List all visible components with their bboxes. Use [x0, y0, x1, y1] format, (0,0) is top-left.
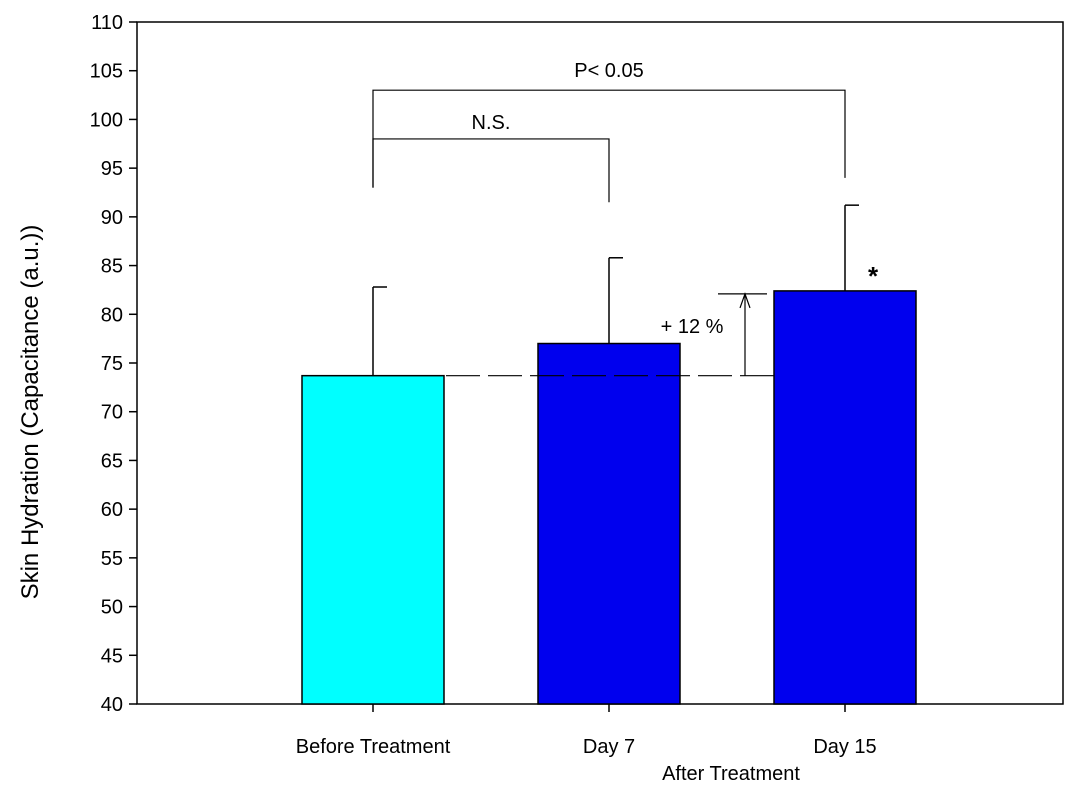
y-ticks: 40 45 50 55 60 65 70 75 80 85 90 95 100 105 110 — [90, 12, 137, 716]
y-tick-label: 45 — [101, 645, 123, 667]
y-tick-label: 90 — [101, 207, 123, 229]
annotations: N.S. P< 0.05 + 12 % * — [372, 60, 879, 377]
y-tick-label: 85 — [101, 256, 123, 278]
y-tick-label: 55 — [101, 548, 123, 570]
category-label: Day 7 — [583, 736, 635, 758]
category-label: Day 15 — [813, 736, 876, 758]
y-tick-label: 95 — [101, 158, 123, 180]
after-treatment-label: After Treatment — [662, 763, 800, 785]
category-label: Before Treatment — [296, 736, 451, 758]
ns-bracket — [372, 138, 610, 203]
y-tick-label: 70 — [101, 402, 123, 424]
percent-increase-label: + 12 % — [661, 316, 724, 338]
y-tick-label: 75 — [101, 353, 123, 375]
y-tick-label: 50 — [101, 597, 123, 619]
ns-label: N.S. — [472, 112, 511, 134]
y-tick-label: 60 — [101, 499, 123, 521]
bar — [773, 290, 917, 705]
bars: Before Treatment Day 7 Day 15 — [296, 204, 917, 758]
p-value-label: P< 0.05 — [574, 60, 644, 82]
y-tick-label: 40 — [101, 694, 123, 716]
y-tick-label: 105 — [90, 61, 123, 83]
y-tick-label: 100 — [90, 109, 123, 131]
p-bracket — [372, 89, 846, 188]
y-tick-label: 65 — [101, 450, 123, 472]
bar — [537, 342, 681, 705]
y-tick-label: 80 — [101, 304, 123, 326]
significance-star: * — [868, 261, 879, 291]
bar — [301, 374, 445, 705]
y-tick-label: 110 — [91, 12, 123, 34]
labels: Skin Hydration (Capacitance (a.u.)) Afte… — [17, 225, 800, 785]
y-axis-title: Skin Hydration (Capacitance (a.u.)) — [17, 225, 44, 600]
